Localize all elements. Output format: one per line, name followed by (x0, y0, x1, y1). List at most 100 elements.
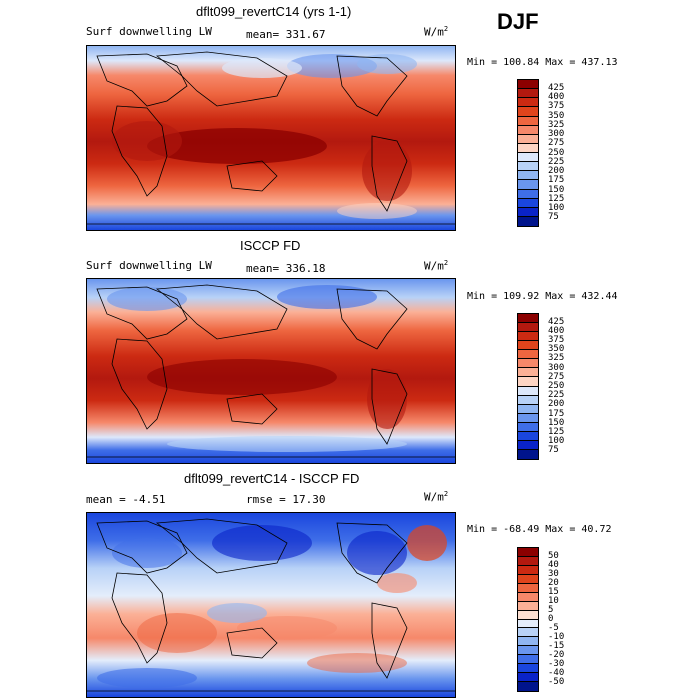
colorbar-tick-label: 325 (548, 353, 565, 364)
colorbar-tick-label: 225 (548, 390, 565, 401)
panel-2-mean: mean= 336.18 (246, 262, 326, 275)
panel-2-title: ISCCP FD (240, 238, 301, 253)
panel-2-map (86, 278, 456, 464)
colorbar-tick-label: 275 (548, 371, 565, 382)
panel-3-colorbar-swatch (518, 574, 538, 584)
panel-1-colorbar-swatch (518, 143, 538, 153)
panel-1-variable-label: Surf downwelling LW (86, 25, 212, 38)
panel-3-colorbar-swatch (518, 646, 538, 656)
panel-2-map-field (87, 279, 455, 463)
panel-3-title: dflt099_revertC14 - ISCCP FD (184, 471, 360, 486)
panel-3-map-field (87, 513, 455, 697)
panel-1-mean: mean= 331.67 (246, 28, 326, 41)
panel-3-colorbar-swatch (518, 682, 538, 691)
colorbar-tick-label: 175 (548, 408, 565, 419)
panel-2-colorbar-swatch (518, 422, 538, 432)
panel-2-colorbar-swatch (518, 314, 538, 324)
colorbar-tick-label: 75 (548, 445, 559, 456)
panel-2-units: W/m2 (424, 259, 449, 273)
panel-3-colorbar-swatch (518, 637, 538, 647)
panel-3-colorbar-swatch (518, 619, 538, 629)
panel-3-colorbar-swatch (518, 583, 538, 593)
panel-1-colorbar-swatch (518, 180, 538, 190)
panel-1-colorbar (517, 79, 539, 227)
panel-1-colorbar-swatch (518, 80, 538, 90)
panel-3-colorbar (517, 547, 539, 692)
colorbar-tick-label: 400 (548, 92, 565, 102)
colorbar-tick-label: 300 (548, 362, 565, 373)
panel-1-colorbar-swatch (518, 116, 538, 126)
colorbar-tick-label: -10 (548, 632, 565, 643)
colorbar-tick-label: 350 (548, 110, 565, 121)
colorbar-tick-label: -30 (548, 659, 565, 670)
panel-1-colorbar-swatch (518, 216, 538, 226)
panel-3-colorbar-swatch (518, 556, 538, 566)
colorbar-tick-label: -40 (548, 668, 565, 679)
panel-1-map-field (87, 46, 455, 230)
panel-3-rmse: rmse = 17.30 (246, 493, 326, 506)
panel-3-colorbar-swatch (518, 592, 538, 602)
panel-2-colorbar-swatch (518, 350, 538, 360)
panel-1-colorbar-swatch (518, 198, 538, 208)
panel-3-units: W/m2 (424, 490, 449, 504)
panel-2-colorbar-swatch (518, 431, 538, 441)
panel-2-colorbar-swatch (518, 404, 538, 414)
colorbar-tick-label: 425 (548, 316, 565, 327)
colorbar-tick-label: 325 (548, 119, 565, 130)
panel-1-colorbar-swatch (518, 171, 538, 181)
colorbar-tick-label: -15 (548, 641, 565, 652)
colorbar-tick-label: 275 (548, 138, 565, 149)
panel-1-map (86, 45, 456, 231)
colorbar-tick-label: -5 (548, 623, 559, 634)
panel-2-colorbar (517, 313, 539, 460)
colorbar-tick-label: 375 (548, 101, 565, 112)
colorbar-tick-label: 15 (548, 586, 559, 597)
panel-3-colorbar-swatch (518, 664, 538, 674)
panel-3-colorbar-swatch (518, 655, 538, 665)
colorbar-tick-label: 350 (548, 344, 565, 355)
panel-2-colorbar-swatch (518, 377, 538, 387)
colorbar-tick-label: 250 (548, 381, 565, 391)
panel-2-colorbar-swatch (518, 332, 538, 342)
panel-1-colorbar-swatch (518, 153, 538, 163)
colorbar-tick-label: 50 (548, 550, 559, 561)
colorbar-tick-label: 125 (548, 193, 565, 204)
panel-1-colorbar-swatch (518, 189, 538, 199)
colorbar-tick-label: 10 (548, 595, 559, 606)
colorbar-tick-label: -20 (548, 650, 565, 661)
panel-2-colorbar-swatch (518, 395, 538, 405)
panel-3-colorbar-swatch (518, 548, 538, 557)
colorbar-tick-label: 75 (548, 212, 559, 223)
panel-2-colorbar-swatch (518, 368, 538, 378)
colorbar-tick-label: 100 (548, 203, 565, 213)
panel-1-colorbar-swatch (518, 107, 538, 117)
colorbar-tick-label: 200 (548, 166, 565, 176)
panel-1-colorbar-swatch (518, 125, 538, 135)
colorbar-tick-label: 175 (548, 175, 565, 186)
panel-2-colorbar-swatch (518, 386, 538, 396)
panel-3-colorbar-swatch (518, 610, 538, 620)
panel-3-colorbar-swatch (518, 601, 538, 611)
colorbar-tick-label: 100 (548, 436, 565, 447)
panel-3-colorbar-swatch (518, 565, 538, 575)
panel-1-title: dflt099_revertC14 (yrs 1-1) (196, 4, 352, 19)
colorbar-tick-label: 375 (548, 335, 565, 346)
panel-3-mean: mean = -4.51 (86, 493, 166, 506)
season-label: DJF (497, 9, 539, 34)
panel-2-colorbar-swatch (518, 341, 538, 351)
panel-3-colorbar-swatch (518, 673, 538, 683)
panel-2-colorbar-swatch (518, 440, 538, 450)
panel-2-colorbar-swatch (518, 359, 538, 369)
panel-2-colorbar-swatch (518, 323, 538, 333)
colorbar-tick-label: 30 (548, 568, 559, 579)
colorbar-tick-label: 425 (548, 82, 565, 93)
panel-1-colorbar-swatch (518, 207, 538, 217)
colorbar-tick-label: 0 (548, 614, 554, 624)
colorbar-tick-label: 250 (548, 147, 565, 158)
colorbar-tick-label: 300 (548, 129, 565, 139)
panel-2-colorbar-swatch (518, 413, 538, 423)
panel-2-minmax: Min = 109.92 Max = 432.44 (467, 291, 618, 302)
colorbar-tick-label: 5 (548, 604, 554, 615)
panel-1-colorbar-swatch (518, 162, 538, 172)
colorbar-tick-label: 125 (548, 426, 565, 437)
